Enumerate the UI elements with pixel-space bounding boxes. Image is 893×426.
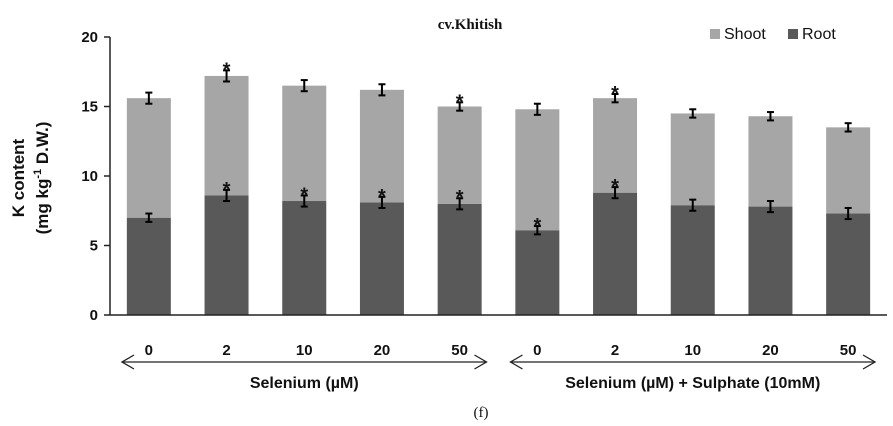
error-bar-shoot — [378, 83, 386, 97]
bars: * * * * * * * * * — [126, 59, 871, 315]
bar-root — [826, 213, 871, 315]
bar-shoot — [126, 98, 171, 218]
group-bracket: Selenium (µM) + Sulphate (10mM) — [509, 354, 877, 392]
error-bar-root — [145, 212, 153, 223]
bar-shoot — [204, 75, 249, 196]
x-tick-label: 20 — [762, 342, 779, 359]
bar-root — [126, 217, 171, 315]
y-tick-label: 15 — [81, 99, 98, 116]
y-axis-unit-suffix: D.W.) — [33, 122, 52, 169]
bar-shoot — [359, 89, 404, 203]
group-annotations: Selenium (µM) Selenium (µM) + Sulphate (1… — [120, 354, 877, 392]
legend-label: Shoot — [724, 26, 766, 43]
error-bar-shoot — [533, 102, 541, 116]
bar-shoot — [748, 116, 793, 207]
x-tick-label: 0 — [145, 342, 153, 359]
x-tick-label: 50 — [840, 342, 857, 359]
error-bar-root — [689, 198, 697, 212]
error-bar-shoot — [456, 101, 464, 112]
bar-shoot — [670, 113, 715, 206]
legend-swatch — [788, 29, 798, 39]
significance-marker: * — [611, 176, 619, 198]
group-bracket: Selenium (µM) — [120, 354, 488, 392]
bar-root — [359, 202, 404, 315]
significance-marker: * — [456, 187, 464, 209]
chart-title: cv.Khitish — [438, 17, 503, 33]
legend-item-root: Root — [788, 26, 836, 43]
bar-root — [437, 203, 482, 315]
group-label: Selenium (µM) + Sulphate (10mM) — [565, 375, 820, 392]
error-bar-root — [300, 194, 308, 208]
bar-root — [748, 206, 793, 315]
y-tick-label: 0 — [90, 307, 98, 324]
significance-marker: * — [378, 186, 386, 208]
significance-marker: * — [611, 83, 619, 105]
x-tick-label: 0 — [533, 342, 541, 359]
error-bar-root — [456, 197, 464, 211]
legend: Shoot Root — [710, 26, 836, 43]
x-tick-label: 50 — [451, 342, 468, 359]
y-axis-unit-prefix: (mg kg — [33, 179, 52, 235]
error-bar-shoot — [766, 111, 774, 122]
error-bar-root — [378, 195, 386, 209]
x-tick-label: 10 — [296, 342, 313, 359]
error-bar-shoot — [300, 79, 308, 93]
bar-root — [670, 205, 715, 315]
legend-label: Root — [802, 26, 836, 43]
legend-swatch — [710, 29, 720, 39]
y-tick-label: 10 — [81, 168, 98, 185]
bar-shoot — [593, 98, 638, 193]
y-tick-label: 20 — [81, 29, 98, 46]
bar-shoot — [515, 109, 560, 231]
group-arrow-head-left — [120, 354, 135, 370]
significance-marker: * — [223, 59, 231, 81]
significance-marker: * — [456, 91, 464, 113]
error-bar-shoot — [844, 122, 852, 133]
error-bar-root — [223, 188, 231, 203]
y-axis: 0 5 10 15 20 — [81, 29, 111, 324]
error-bar-root — [844, 206, 852, 221]
group-arrow-head-right — [474, 354, 488, 370]
error-bar-root — [766, 200, 774, 214]
significance-marker: * — [223, 179, 231, 201]
x-axis: 0 2 10 20 50 0 2 10 20 50 — [110, 314, 887, 359]
group-arrow-head-right — [862, 354, 877, 370]
y-axis-title: K content — [9, 138, 28, 217]
y-axis-unit-superscript: -1 — [32, 169, 44, 179]
y-axis-label: K content (mg kg-1 D.W.) — [9, 122, 52, 235]
error-bar-shoot — [145, 91, 153, 105]
error-bar-root — [533, 225, 541, 236]
bar-root — [282, 201, 327, 315]
bar-shoot — [437, 106, 482, 204]
significance-marker: * — [300, 184, 308, 206]
bar-shoot — [826, 127, 871, 214]
x-tick-label: 20 — [374, 342, 391, 359]
error-bar-shoot — [689, 108, 697, 119]
group-arrow-head-left — [509, 354, 523, 370]
bar-root — [593, 192, 638, 315]
significance-marker: * — [533, 215, 541, 237]
y-axis-unit: (mg kg-1 D.W.) — [32, 122, 52, 235]
y-tick-label: 5 — [90, 238, 98, 255]
group-label: Selenium (µM) — [250, 375, 359, 392]
bar-root — [204, 195, 249, 315]
error-bar-root — [611, 186, 619, 200]
bar-shoot — [282, 85, 327, 202]
bar-root — [515, 230, 560, 315]
error-bar-shoot — [611, 92, 619, 104]
x-tick-label: 2 — [222, 342, 230, 359]
x-tick-label: 2 — [611, 342, 619, 359]
x-tick-label: 10 — [684, 342, 701, 359]
error-bar-shoot — [223, 69, 231, 83]
figure-caption: (f) — [474, 405, 489, 421]
legend-item-shoot: Shoot — [710, 26, 766, 43]
